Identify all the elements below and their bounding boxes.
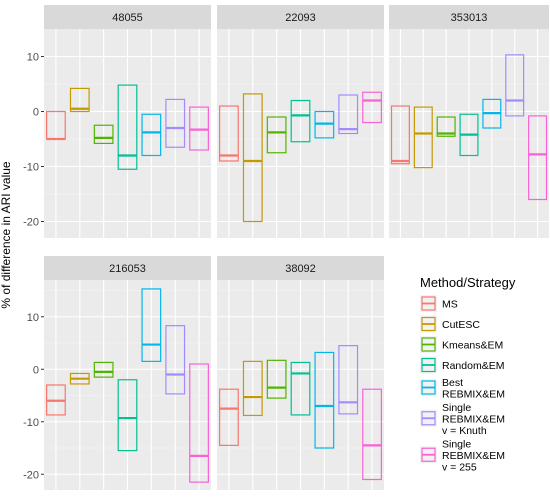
box-1 <box>242 93 263 223</box>
legend-label: REBMIX&EM <box>442 388 505 400</box>
y-tick-label: 0 <box>33 107 39 119</box>
box-1 <box>413 106 433 169</box>
y-tick-label: -10 <box>23 162 39 174</box>
legend-label: Best <box>442 377 463 389</box>
legend-entry-3: Random&EM <box>420 356 504 374</box>
legend-label: Random&EM <box>442 360 504 372</box>
box-5 <box>338 345 359 415</box>
facet-strip <box>217 256 384 280</box>
legend-label: v = 255 <box>442 461 477 473</box>
y-axis-label: % of difference in ARI value <box>0 161 13 309</box>
facet-panel-22093: 22093 <box>217 5 384 238</box>
box-5 <box>338 94 359 135</box>
facet-panel-216053: 216053 -20 -10 0 10 <box>23 256 211 490</box>
legend: Method/Strategy MS CutESC Kmeans&EM Random&… <box>420 275 516 473</box>
panels-layer: 48055 -20 -10 0 10 22093 353013 216053 -20 -10 0 10… <box>23 5 549 490</box>
legend-title: Method/Strategy <box>420 275 516 290</box>
y-tick-label: 0 <box>33 364 39 376</box>
facet-title: 48055 <box>112 12 143 24</box>
facet-panel-353013: 353013 <box>389 5 549 238</box>
box-2 <box>266 116 287 154</box>
facet-title: 38092 <box>285 263 316 275</box>
facet-panel-48055: 48055 -20 -10 0 10 <box>23 5 211 238</box>
box-2 <box>266 359 287 399</box>
box-6 <box>189 363 209 483</box>
legend-entry-0: MS <box>420 295 458 312</box>
facet-title: 353013 <box>451 12 488 24</box>
box-4 <box>314 351 335 449</box>
box-4 <box>141 288 162 362</box>
box-5 <box>165 325 186 395</box>
box-6 <box>362 388 382 481</box>
box-2 <box>93 361 114 378</box>
box-3 <box>117 379 138 452</box>
box-1 <box>69 87 90 113</box>
box-5 <box>165 98 186 148</box>
facet-strip <box>44 5 211 29</box>
legend-entry-1: CutESC <box>420 315 480 333</box>
facet-strip <box>389 5 549 29</box>
y-tick-label: -20 <box>23 469 39 481</box>
box-4 <box>141 113 162 157</box>
box-6 <box>528 115 548 201</box>
y-tick-label: -20 <box>23 217 39 229</box>
box-5 <box>505 54 525 117</box>
facet-strip <box>44 256 211 280</box>
legend-label: REBMIX&EM <box>442 413 505 425</box>
facet-panel-38092: 38092 <box>217 256 384 490</box>
legend-label: Kmeans&EM <box>442 340 503 352</box>
box-0 <box>219 105 239 162</box>
legend-entry-2: Kmeans&EM <box>420 336 503 353</box>
legend-label: CutESC <box>442 319 480 331</box>
legend-label: MS <box>442 299 458 311</box>
box-3 <box>290 361 311 416</box>
box-6 <box>362 91 382 124</box>
legend-label: v = Knuth <box>442 425 487 437</box>
box-3 <box>117 84 138 170</box>
box-0 <box>390 105 410 165</box>
y-tick-label: -10 <box>23 417 39 429</box>
box-0 <box>219 388 239 446</box>
box-1 <box>242 360 263 417</box>
legend-label: Single <box>442 438 471 450</box>
box-2 <box>93 124 114 144</box>
legend-label: REBMIX&EM <box>442 450 505 462</box>
box-3 <box>290 99 311 143</box>
facet-title: 22093 <box>285 12 316 24</box>
legend-label: Single <box>442 402 471 414</box>
facet-title: 216053 <box>109 263 146 275</box>
y-tick-label: 10 <box>27 312 39 324</box>
box-2 <box>436 116 456 137</box>
y-tick-label: 10 <box>27 52 39 64</box>
facet-strip <box>217 5 384 29</box>
